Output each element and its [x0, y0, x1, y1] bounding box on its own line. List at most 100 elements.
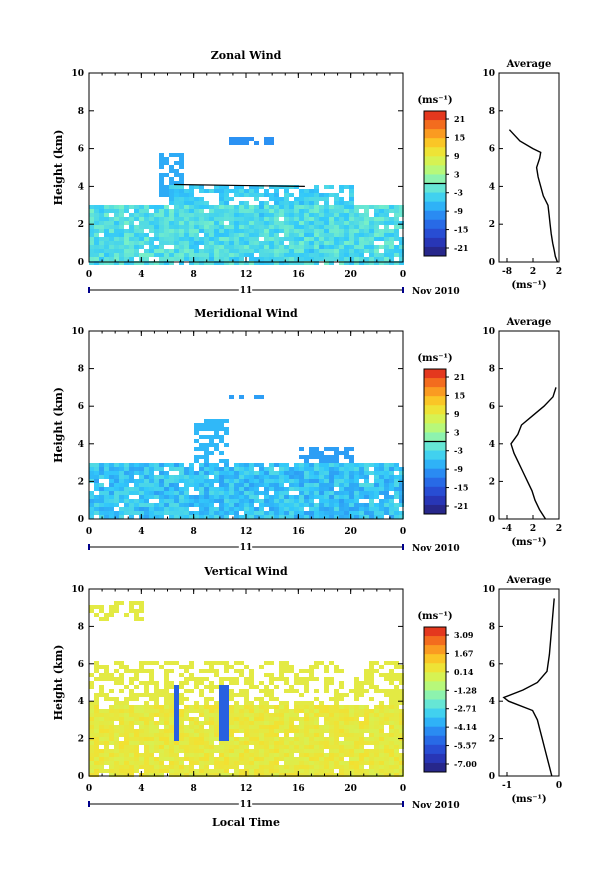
heatmap-cell	[279, 491, 284, 495]
heatmap-cell	[179, 503, 184, 507]
heatmap-cell	[324, 205, 329, 209]
heatmap-cell	[279, 225, 284, 229]
heatmap-cell	[89, 769, 94, 773]
heatmap-cell	[364, 673, 369, 677]
heatmap-cell	[274, 697, 279, 701]
heatmap-cell	[304, 503, 309, 507]
heatmap-cell	[139, 261, 144, 265]
heatmap-cell	[174, 749, 179, 753]
heatmap-cell	[394, 491, 399, 495]
heatmap-cell	[264, 471, 269, 475]
y-tick-label: 2	[78, 477, 84, 487]
colorbar-tick-label: -7.00	[454, 759, 477, 769]
heatmap-cell	[194, 745, 199, 749]
heatmap-cell	[304, 455, 309, 459]
heatmap-cell	[309, 725, 314, 729]
heatmap-cell	[324, 669, 329, 673]
heatmap-cell	[334, 773, 339, 777]
heatmap-cell	[189, 463, 194, 467]
heatmap-cell	[99, 261, 104, 265]
heatmap-cell	[369, 757, 374, 761]
heatmap-cell	[379, 483, 384, 487]
heatmap-cell	[389, 475, 394, 479]
heatmap-cell	[354, 689, 359, 693]
heatmap-cell	[94, 479, 99, 483]
heatmap-cell	[234, 669, 239, 673]
heatmap-cell	[294, 185, 299, 189]
heatmap-cell	[379, 463, 384, 467]
heatmap-cell	[369, 717, 374, 721]
heatmap-cell	[264, 753, 269, 757]
profile-x-tick-label: 2	[556, 524, 562, 534]
heatmap-cell	[344, 205, 349, 209]
heatmap-cell	[264, 487, 269, 491]
heatmap-cell	[199, 471, 204, 475]
heatmap-cell	[129, 221, 134, 225]
heatmap-cell	[269, 729, 274, 733]
heatmap-cell	[179, 681, 184, 685]
heatmap-cell	[274, 221, 279, 225]
heatmap-cell	[399, 665, 404, 669]
heatmap-cell	[204, 225, 209, 229]
heatmap-cell	[204, 471, 209, 475]
heatmap-cell	[389, 773, 394, 777]
heatmap-cell	[119, 665, 124, 669]
heatmap-cell	[99, 769, 104, 773]
heatmap-cell	[339, 515, 344, 519]
heatmap-cell	[179, 697, 184, 701]
colorbar-tick-label: 3.09	[454, 630, 474, 640]
heatmap-cell	[144, 225, 149, 229]
heatmap-cell	[254, 499, 259, 503]
heatmap-cell	[309, 479, 314, 483]
heatmap-cell	[374, 511, 379, 515]
heatmap-cell	[159, 209, 164, 213]
heatmap-cell	[279, 701, 284, 705]
heatmap-cell	[114, 221, 119, 225]
heatmap-cell	[199, 753, 204, 757]
heatmap-cell	[154, 217, 159, 221]
profile-y-tick-label: 6	[489, 660, 495, 670]
heatmap-cell	[344, 503, 349, 507]
heatmap-cell	[274, 209, 279, 213]
heatmap-cell	[164, 229, 169, 233]
heatmap-cell	[239, 205, 244, 209]
heatmap-cell	[289, 499, 294, 503]
heatmap-cell	[224, 249, 229, 253]
x-tick-label: 8	[191, 270, 197, 280]
heatmap-cell	[239, 495, 244, 499]
heatmap-cell	[139, 741, 144, 745]
heatmap-cell	[89, 213, 94, 217]
heatmap-cell	[269, 737, 274, 741]
heatmap-cell	[259, 491, 264, 495]
heatmap-cell	[139, 717, 144, 721]
heatmap-cell	[309, 507, 314, 511]
heatmap-cell	[359, 503, 364, 507]
heatmap-cell	[274, 229, 279, 233]
heatmap-cell	[124, 261, 129, 265]
heatmap-cell	[384, 209, 389, 213]
heatmap-cell	[354, 483, 359, 487]
heatmap-cell	[264, 213, 269, 217]
heatmap-cell	[139, 475, 144, 479]
heatmap-cell	[234, 721, 239, 725]
heatmap-cell	[89, 515, 94, 519]
heatmap-cell	[329, 225, 334, 229]
heatmap-cell	[254, 741, 259, 745]
heatmap-cell	[199, 511, 204, 515]
heatmap-cell	[214, 515, 219, 519]
heatmap-cell	[384, 257, 389, 261]
heatmap-cell	[134, 487, 139, 491]
heatmap-cell	[194, 257, 199, 261]
heatmap-cell	[144, 737, 149, 741]
heatmap-cell	[129, 761, 134, 765]
heatmap-cell	[364, 741, 369, 745]
heatmap-cell	[159, 769, 164, 773]
heatmap-cell	[274, 189, 279, 193]
heatmap-cell	[189, 475, 194, 479]
heatmap-cell	[319, 661, 324, 665]
heatmap-cell	[394, 249, 399, 253]
heatmap-cell	[359, 241, 364, 245]
heatmap-cell	[169, 225, 174, 229]
heatmap-cell	[299, 511, 304, 515]
heatmap-cell	[189, 209, 194, 213]
